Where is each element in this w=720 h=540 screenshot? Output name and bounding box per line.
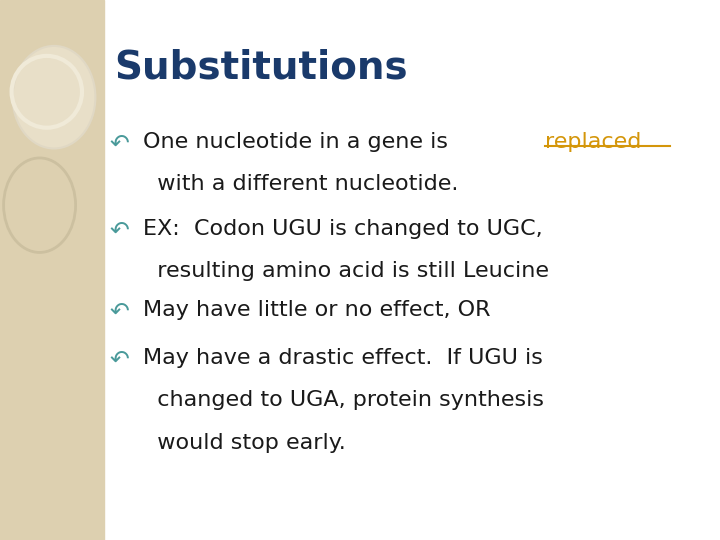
Text: One nucleotide in a gene is: One nucleotide in a gene is	[143, 132, 455, 152]
Text: with a different nucleotide.: with a different nucleotide.	[143, 174, 458, 194]
Text: Substitutions: Substitutions	[114, 49, 408, 86]
Text: replaced: replaced	[545, 132, 642, 152]
Text: May have a drastic effect.  If UGU is: May have a drastic effect. If UGU is	[143, 348, 542, 368]
Text: ↶: ↶	[109, 132, 129, 156]
Text: would stop early.: would stop early.	[143, 433, 346, 453]
Text: May have little or no effect, OR: May have little or no effect, OR	[143, 300, 490, 320]
Bar	[0, 0, 104, 540]
Text: changed to UGA, protein synthesis: changed to UGA, protein synthesis	[143, 390, 544, 410]
Text: ↶: ↶	[109, 219, 129, 242]
Ellipse shape	[13, 46, 95, 148]
Text: EX:  Codon UGU is changed to UGC,: EX: Codon UGU is changed to UGC,	[143, 219, 542, 239]
Text: ↶: ↶	[109, 300, 129, 323]
Text: ↶: ↶	[109, 348, 129, 372]
Text: resulting amino acid is still Leucine: resulting amino acid is still Leucine	[143, 261, 549, 281]
